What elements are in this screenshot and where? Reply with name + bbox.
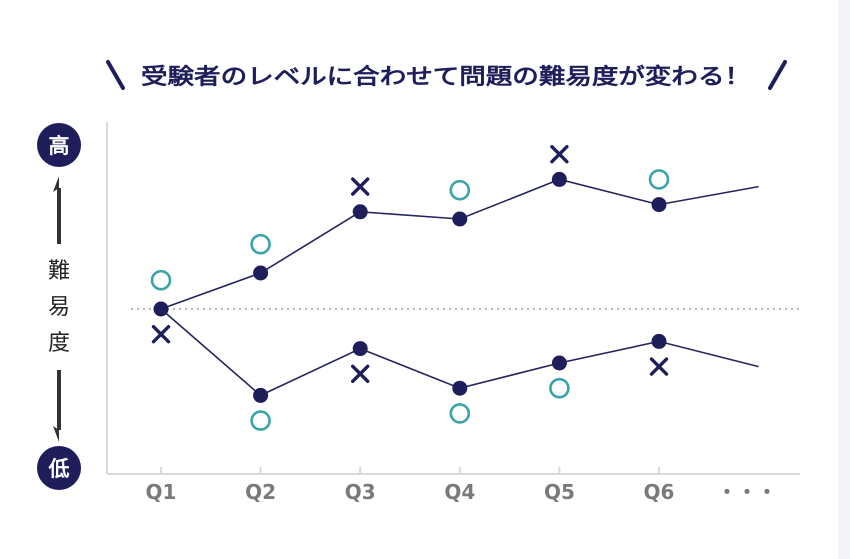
- y-axis-char-3: 度: [48, 331, 70, 356]
- upper-difficulty-point: [452, 211, 468, 227]
- correct-answer-mark: [449, 179, 471, 201]
- cross-stroke: [151, 325, 171, 344]
- cross-stroke: [351, 177, 370, 196]
- heading-slash-left: [106, 60, 125, 90]
- x-tick-label: Q4: [444, 480, 475, 504]
- heading-slash-right: [768, 60, 787, 90]
- cross-stroke: [550, 144, 569, 164]
- high-badge: [37, 123, 81, 167]
- difficulty-paths: [153, 171, 759, 403]
- high-label: 高: [49, 134, 70, 158]
- lower-difficulty-point: [551, 355, 567, 371]
- upper-difficulty-point: [551, 171, 567, 187]
- heading-text: 受験者のレベルに合わせて問題の難易度が変わる！: [141, 64, 751, 90]
- lower-difficulty-point: [253, 387, 269, 403]
- answer-marks: [150, 144, 670, 431]
- upper-difficulty-point: [352, 204, 368, 220]
- correct-answer-mark: [150, 269, 172, 291]
- correct-answer-mark: [250, 233, 271, 255]
- x-tick-label: Q3: [345, 480, 376, 504]
- up-arrow-icon: [53, 176, 59, 192]
- lower-difficulty-point: [452, 380, 468, 396]
- correct-answer-mark: [449, 403, 471, 424]
- low-badge: [37, 446, 81, 490]
- wrong-answer-mark: [351, 364, 370, 383]
- y-axis-char-2: 易: [48, 295, 70, 320]
- x-tick-label: Q2: [245, 480, 276, 504]
- lower-difficulty-point: [352, 341, 368, 357]
- low-label: 低: [48, 457, 70, 481]
- wrong-answer-mark: [550, 144, 569, 164]
- wrong-answer-mark: [151, 325, 171, 344]
- cross-stroke: [649, 357, 669, 376]
- correct-answer-mark: [549, 377, 570, 399]
- correct-answer-mark: [648, 169, 670, 190]
- y-axis-char-1: 難: [48, 259, 70, 284]
- cross-stroke: [351, 364, 370, 383]
- wrong-answer-mark: [351, 177, 370, 196]
- x-tick-label: Q6: [644, 480, 675, 504]
- upper-difficulty-point: [651, 197, 667, 213]
- continuation-dots: ・・・: [717, 480, 777, 504]
- x-axis-ticks: Q1 Q2 Q3 Q4 Q5 Q6: [146, 467, 675, 504]
- x-tick-label: Q5: [544, 480, 575, 504]
- upper-difficulty-point: [253, 265, 269, 281]
- right-edge-strip: [838, 0, 850, 559]
- correct-answer-mark: [250, 410, 271, 431]
- wrong-answer-mark: [649, 357, 669, 376]
- lower-difficulty-point: [651, 333, 667, 349]
- down-arrow-icon: [53, 426, 59, 442]
- x-tick-label: Q1: [146, 480, 177, 504]
